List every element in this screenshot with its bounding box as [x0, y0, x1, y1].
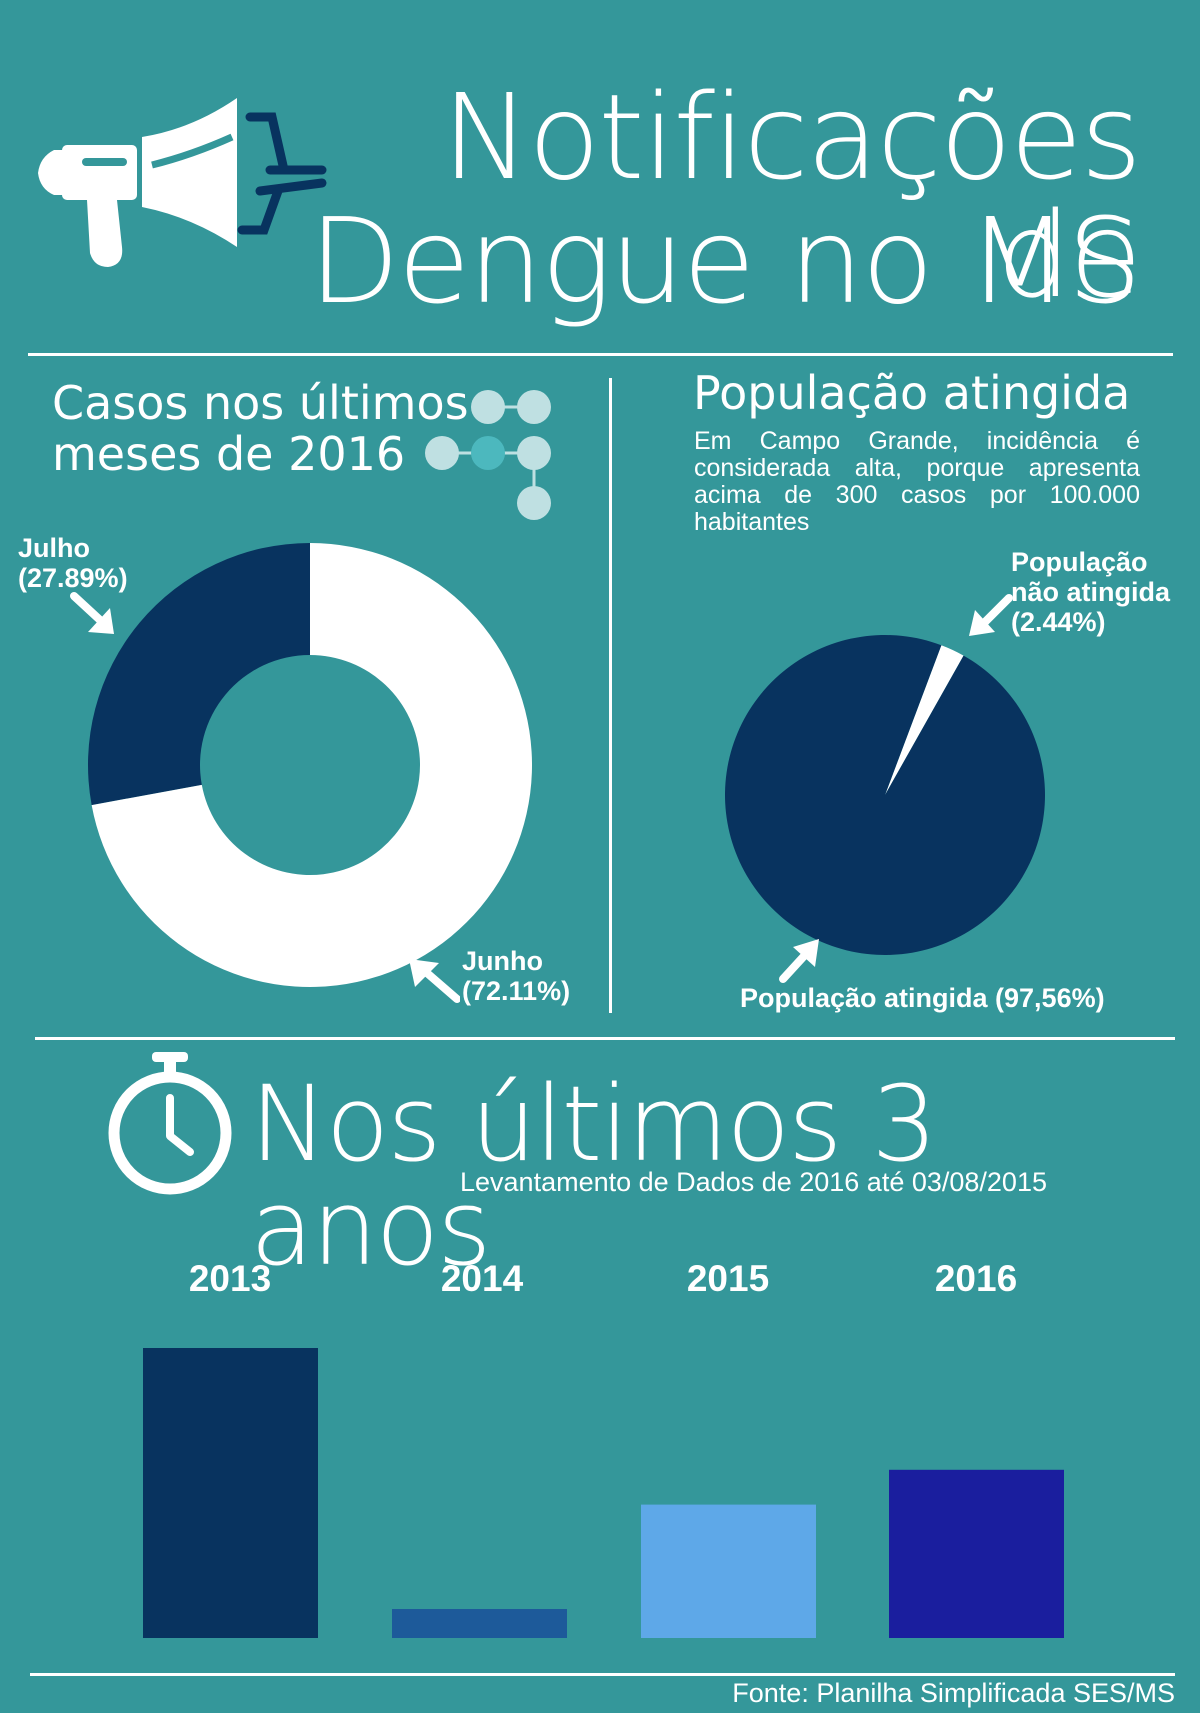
donut-chart [88, 543, 532, 987]
arrow-icon [70, 592, 114, 634]
pie-label-nao-value: (2.44%) [1011, 607, 1106, 637]
bar-year-label: 2016 [934, 1258, 1018, 1299]
pie-label-atingida: População atingida (97,56%) [740, 983, 1105, 1013]
donut-label-julho-value: (27.89%) [18, 563, 128, 593]
arrow-icon [779, 939, 819, 983]
page-title-line1: Notificações de [441, 68, 1142, 324]
network-nodes-icon [425, 390, 551, 520]
donut-label-junho-name: Junho [462, 946, 543, 976]
donut-slice-julho [88, 543, 310, 806]
pie-chart [725, 635, 1045, 955]
donut-slice-junho [91, 543, 532, 987]
pie-slice-nao-atingida [885, 645, 964, 795]
stopwatch-icon [108, 1052, 232, 1195]
right-section-description: Em Campo Grande, incidência é considerad… [694, 427, 1140, 536]
pie-label-nao-atingida: População não atingida (2.44%) [1011, 547, 1170, 637]
bar-2014 [392, 1609, 567, 1638]
donut-label-junho-value: (72.11%) [462, 976, 571, 1006]
bar-2016 [889, 1469, 1064, 1638]
left-section-title-line1: Casos nos últimos [52, 376, 469, 430]
divider-bottom [30, 1673, 1175, 1676]
divider-top [28, 353, 1173, 356]
megaphone-icon [38, 98, 327, 267]
arrow-icon [409, 959, 460, 1003]
bottom-section-subtitle: Levantamento de Dados de 2016 até 03/08/… [460, 1167, 1047, 1197]
bar-year-label: 2015 [686, 1258, 770, 1299]
bar-chart [143, 1348, 1064, 1638]
right-section-title: População atingida [693, 366, 1131, 420]
footer-source: Fonte: Planilha Simplificada SES/MS [732, 1678, 1175, 1708]
divider-middle [35, 1037, 1175, 1040]
left-section-title-line2: meses de 2016 [52, 426, 406, 481]
pie-slice-atingida [725, 635, 1045, 955]
donut-label-julho: Julho (27.89%) [18, 533, 128, 593]
left-section-title: Casos nos últimos meses de 2016 [52, 378, 492, 479]
divider-vertical [609, 378, 612, 1013]
bar-2015 [641, 1504, 816, 1638]
donut-label-junho: Junho (72.11%) [462, 946, 570, 1006]
bottom-section-title: Nos últimos 3 anos [250, 1063, 938, 1289]
bar-year-label: 2014 [440, 1258, 524, 1299]
arrow-icon [969, 594, 1013, 636]
page-title-line2: Dengue no MS [308, 192, 1142, 330]
pie-label-nao-line1: População [1011, 547, 1148, 577]
pie-label-nao-line2: não atingida [1011, 577, 1171, 607]
bar-2013 [143, 1348, 318, 1638]
donut-label-julho-name: Julho [18, 533, 90, 563]
bar-year-label: 2013 [188, 1258, 272, 1299]
